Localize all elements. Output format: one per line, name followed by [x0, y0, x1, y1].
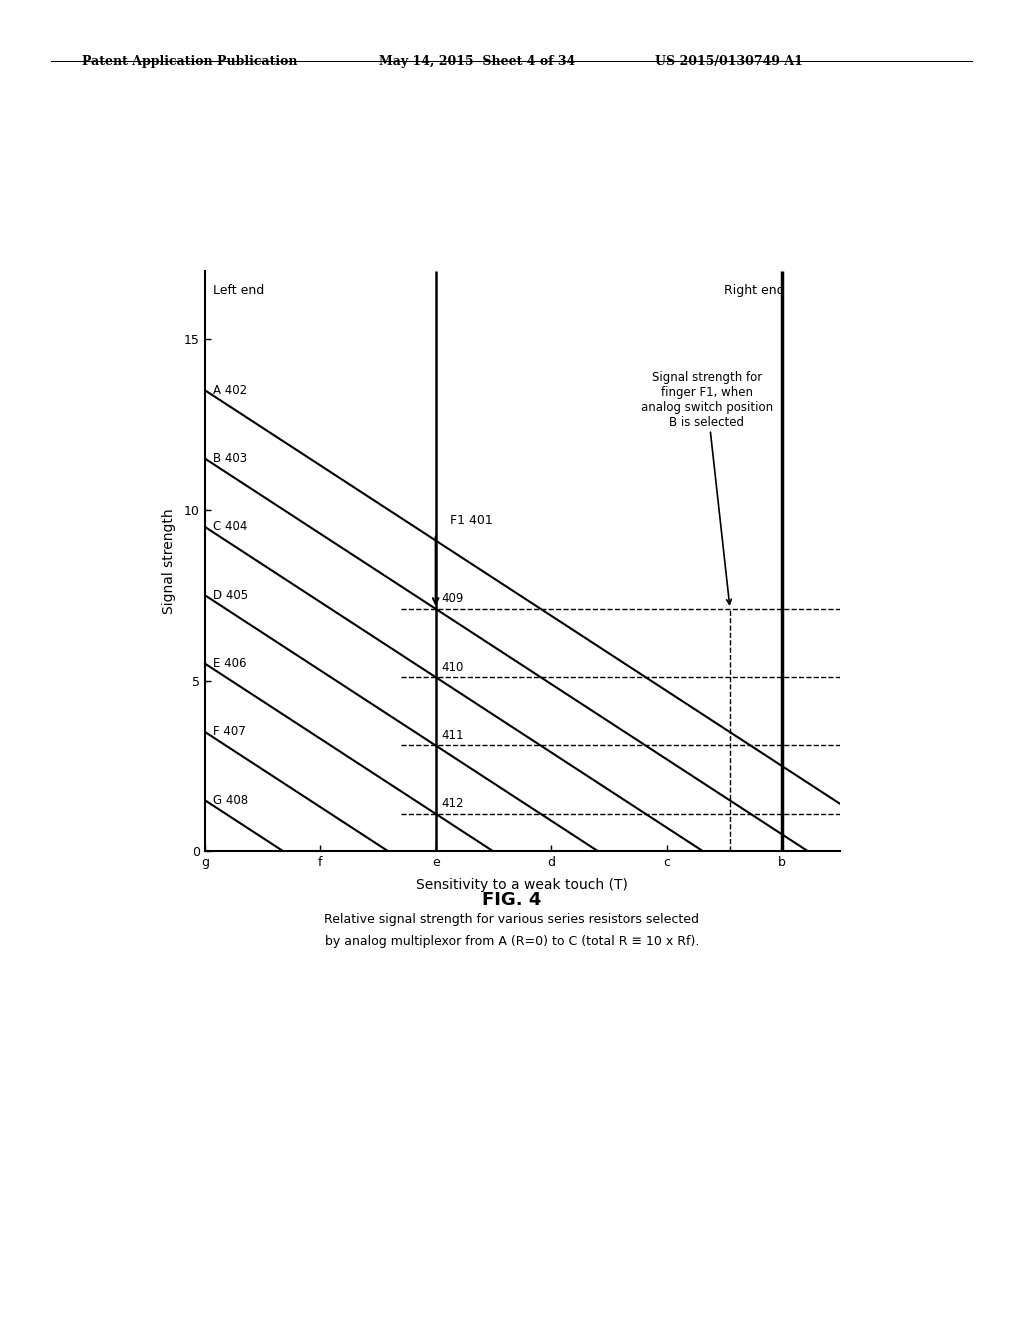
Y-axis label: Signal strength: Signal strength — [162, 508, 176, 614]
Text: Right end: Right end — [724, 284, 784, 297]
Text: FIG. 4: FIG. 4 — [482, 891, 542, 909]
Text: Relative signal strength for various series resistors selected: Relative signal strength for various ser… — [325, 913, 699, 927]
Text: Signal strength for
finger F1, when
analog switch position
B is selected: Signal strength for finger F1, when anal… — [641, 371, 773, 605]
Text: US 2015/0130749 A1: US 2015/0130749 A1 — [655, 55, 803, 69]
Text: B 403: B 403 — [213, 451, 247, 465]
Text: E 406: E 406 — [213, 657, 247, 671]
Text: by analog multiplexor from A (R=0) to C (total R ≡ 10 x Rf).: by analog multiplexor from A (R=0) to C … — [325, 935, 699, 948]
Text: May 14, 2015  Sheet 4 of 34: May 14, 2015 Sheet 4 of 34 — [379, 55, 575, 69]
Text: 409: 409 — [441, 593, 464, 606]
Text: G 408: G 408 — [213, 793, 248, 807]
Text: F1 401: F1 401 — [450, 513, 493, 527]
Text: A 402: A 402 — [213, 384, 247, 397]
X-axis label: Sensitivity to a weak touch (T): Sensitivity to a weak touch (T) — [417, 878, 628, 891]
Text: D 405: D 405 — [213, 589, 248, 602]
Text: F 407: F 407 — [213, 725, 246, 738]
Text: Patent Application Publication: Patent Application Publication — [82, 55, 297, 69]
Text: 411: 411 — [441, 729, 464, 742]
Text: C 404: C 404 — [213, 520, 247, 533]
Text: 412: 412 — [441, 797, 464, 810]
Text: Left end: Left end — [213, 284, 264, 297]
Text: 410: 410 — [441, 661, 464, 673]
